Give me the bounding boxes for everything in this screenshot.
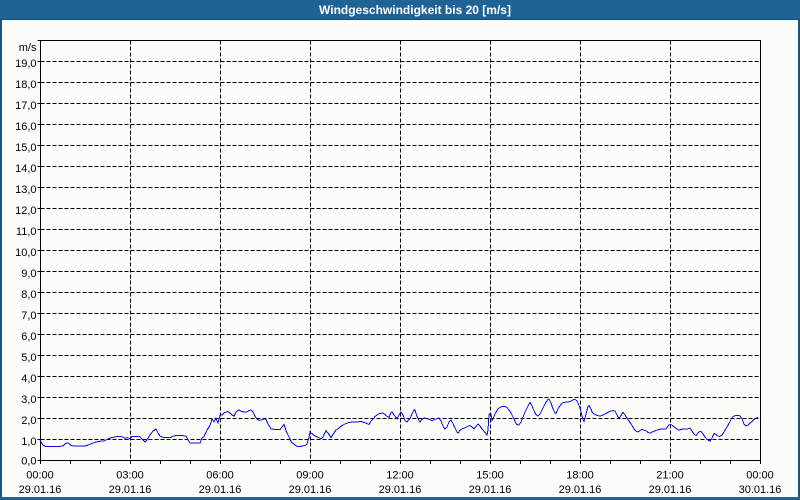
svg-text:03:00: 03:00 (116, 470, 144, 482)
svg-text:29.01.16: 29.01.16 (559, 484, 602, 496)
svg-text:12:00: 12:00 (386, 470, 414, 482)
svg-text:7,0: 7,0 (21, 310, 36, 322)
svg-text:30.01.16: 30.01.16 (739, 484, 782, 496)
svg-text:06:00: 06:00 (206, 470, 234, 482)
svg-text:29.01.16: 29.01.16 (289, 484, 332, 496)
svg-text:2,0: 2,0 (21, 415, 36, 427)
svg-text:15,0: 15,0 (15, 142, 36, 154)
svg-text:17,0: 17,0 (15, 100, 36, 112)
svg-text:19,0: 19,0 (15, 58, 36, 70)
svg-text:18:00: 18:00 (566, 470, 594, 482)
svg-text:29.01.16: 29.01.16 (199, 484, 242, 496)
svg-text:14,0: 14,0 (15, 163, 36, 175)
svg-text:13,0: 13,0 (15, 184, 36, 196)
svg-text:18,0: 18,0 (15, 79, 36, 91)
svg-text:09:00: 09:00 (296, 470, 324, 482)
svg-text:10,0: 10,0 (15, 247, 36, 259)
svg-text:8,0: 8,0 (21, 289, 36, 301)
svg-text:29.01.16: 29.01.16 (19, 484, 62, 496)
svg-text:4,0: 4,0 (21, 373, 36, 385)
svg-text:9,0: 9,0 (21, 268, 36, 280)
svg-text:11,0: 11,0 (16, 226, 37, 238)
svg-text:5,0: 5,0 (21, 352, 36, 364)
svg-text:29.01.16: 29.01.16 (469, 484, 512, 496)
svg-text:1,0: 1,0 (21, 436, 36, 448)
svg-text:6,0: 6,0 (21, 331, 36, 343)
svg-text:29.01.16: 29.01.16 (109, 484, 152, 496)
svg-text:m/s: m/s (19, 42, 37, 54)
svg-text:00:00: 00:00 (746, 470, 774, 482)
svg-text:29.01.16: 29.01.16 (649, 484, 692, 496)
svg-text:15:00: 15:00 (476, 470, 504, 482)
svg-text:3,0: 3,0 (21, 394, 36, 406)
svg-text:21:00: 21:00 (656, 470, 684, 482)
svg-text:00:00: 00:00 (26, 470, 54, 482)
svg-text:0,0: 0,0 (21, 456, 36, 468)
svg-text:12,0: 12,0 (15, 205, 36, 217)
svg-text:16,0: 16,0 (15, 121, 36, 133)
svg-text:29.01.16: 29.01.16 (379, 484, 422, 496)
